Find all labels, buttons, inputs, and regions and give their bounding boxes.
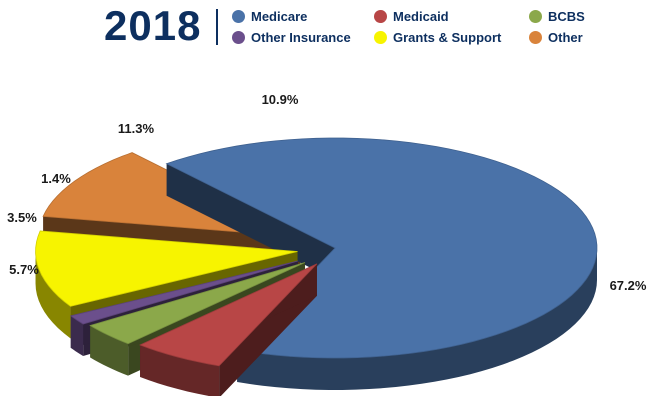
legend-item-medicare: Medicare (232, 8, 307, 24)
pie-slice-medicaid (139, 263, 318, 396)
legend-item-bcbs: BCBS (529, 8, 585, 24)
data-label-bcbs: 3.5% (7, 210, 37, 225)
legend-swatch-grants-support (374, 30, 387, 44)
chart-title-year: 2018 (104, 2, 202, 49)
legend-swatch-other-insurance (232, 30, 245, 44)
legend-item-medicaid: Medicaid (374, 8, 449, 24)
legend-item-other: Other (529, 29, 583, 45)
legend-label-other-insurance: Other Insurance (251, 29, 351, 45)
data-label-other: 10.9% (262, 92, 299, 107)
data-label-medicaid: 5.7% (9, 262, 39, 277)
header-divider (216, 9, 218, 45)
legend-label-other: Other (548, 29, 583, 45)
legend-swatch-bcbs (529, 9, 542, 23)
legend-label-bcbs: BCBS (548, 8, 585, 24)
legend-swatch-medicaid (374, 9, 387, 23)
legend-item-other-insurance: Other Insurance (232, 29, 351, 45)
data-label-medicare: 67.2% (610, 278, 647, 293)
legend-swatch-medicare (232, 9, 245, 23)
legend-label-medicare: Medicare (251, 8, 308, 24)
legend-swatch-other (529, 30, 542, 44)
legend-label-grants-support: Grants & Support (393, 29, 502, 45)
legend-item-grants-support: Grants & Support (374, 29, 501, 45)
data-label-other-insurance: 1.4% (41, 171, 71, 186)
data-label-grants-support: 11.3% (118, 121, 155, 136)
legend-label-medicaid: Medicaid (393, 8, 449, 24)
